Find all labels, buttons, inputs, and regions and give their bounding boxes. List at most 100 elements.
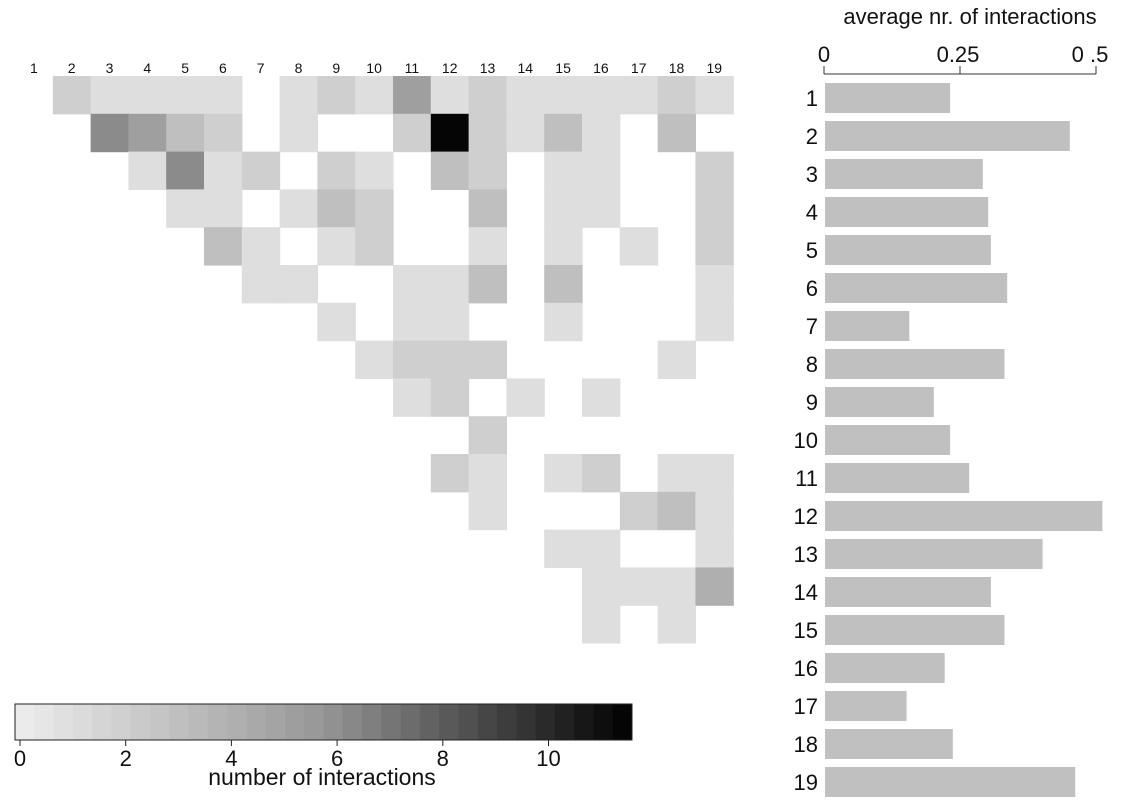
colorbar-ticks: 0 2 4 6 8 10 bbox=[14, 740, 561, 771]
heatmap-cell-5-10 bbox=[355, 227, 394, 266]
colorbar-step bbox=[72, 704, 93, 740]
heatmap-x-tick-18: 18 bbox=[669, 60, 685, 76]
bar-12 bbox=[825, 501, 1103, 531]
heatmap-cell-1-14 bbox=[506, 76, 545, 115]
heatmap-cell-7-9 bbox=[317, 302, 356, 342]
heatmap-cell-8-13 bbox=[468, 340, 507, 379]
colorbar: 0 2 4 6 8 10 number of interactions bbox=[14, 703, 633, 790]
colorbar-step bbox=[304, 704, 324, 740]
colorbar-step bbox=[477, 704, 498, 740]
heatmap-cell-13-16 bbox=[582, 529, 621, 568]
heatmap-cell-9-12 bbox=[430, 378, 470, 417]
heatmap-cell-14-18 bbox=[657, 567, 696, 606]
colorbar-step bbox=[207, 704, 228, 740]
heatmap-cell-3-19 bbox=[695, 151, 734, 190]
heatmap-cell-7-12 bbox=[430, 302, 470, 342]
heatmap-cell-4-19 bbox=[695, 189, 734, 228]
colorbar-tick-label: 10 bbox=[536, 746, 560, 771]
colorbar-step bbox=[169, 704, 190, 740]
heatmap-cell-13-19 bbox=[695, 529, 734, 568]
colorbar-step bbox=[554, 704, 575, 740]
bar-category-label-3: 3 bbox=[806, 162, 818, 187]
bar-15 bbox=[825, 615, 1005, 645]
heatmap-cell-12-17 bbox=[619, 491, 659, 531]
bar-1 bbox=[825, 83, 951, 113]
heatmap-cell-15-16 bbox=[582, 605, 621, 644]
heatmap-cell-6-11 bbox=[393, 265, 432, 304]
heatmap-x-tick-6: 6 bbox=[219, 60, 227, 76]
heatmap-cell-1-19 bbox=[695, 76, 734, 115]
colorbar-step bbox=[458, 704, 479, 740]
heatmap-cell-5-17 bbox=[619, 227, 659, 266]
heatmap-cell-10-13 bbox=[468, 416, 507, 455]
colorbar-tick-label: 0 bbox=[14, 746, 26, 771]
heatmap-x-tick-1: 1 bbox=[30, 60, 38, 76]
bar-category-label-18: 18 bbox=[794, 732, 818, 757]
bar-6 bbox=[825, 273, 1008, 303]
colorbar-step bbox=[111, 704, 132, 740]
colorbar-step bbox=[323, 704, 344, 740]
colorbar-label: number of interactions bbox=[208, 764, 436, 790]
colorbar-step bbox=[516, 704, 537, 740]
heatmap-cell-11-19 bbox=[695, 454, 734, 493]
heatmap-cell-1-17 bbox=[619, 76, 659, 115]
heatmap-cell-3-10 bbox=[355, 151, 394, 190]
heatmap-cell-8-18 bbox=[657, 340, 696, 379]
colorbar-step bbox=[265, 704, 286, 740]
heatmap-cell-11-16 bbox=[582, 454, 621, 493]
colorbar-step bbox=[188, 704, 209, 740]
bar-chart-tick-label: 0 .5 bbox=[1072, 42, 1109, 67]
bar-14 bbox=[825, 577, 991, 607]
bar-5 bbox=[825, 235, 991, 265]
heatmap-cell-6-15 bbox=[544, 265, 583, 304]
colorbar-step bbox=[92, 704, 112, 740]
heatmap-cell-4-8 bbox=[279, 189, 318, 228]
heatmap-cell-2-16 bbox=[582, 113, 621, 153]
heatmap-cell-1-10 bbox=[355, 76, 394, 115]
heatmap-cell-1-15 bbox=[544, 76, 583, 115]
heatmap-cell-5-9 bbox=[317, 227, 356, 266]
heatmap-cell-6-13 bbox=[468, 265, 507, 304]
heatmap-cell-3-7 bbox=[241, 151, 281, 190]
colorbar-step bbox=[439, 704, 459, 740]
heatmap-cell-14-19 bbox=[695, 567, 734, 606]
heatmap-cell-2-5 bbox=[166, 113, 205, 153]
heatmap-cell-6-12 bbox=[430, 265, 470, 304]
heatmap-cell-4-5 bbox=[166, 189, 205, 228]
heatmap-x-tick-12: 12 bbox=[442, 60, 458, 76]
colorbar-step bbox=[227, 704, 247, 740]
heatmap-x-tick-3: 3 bbox=[106, 60, 114, 76]
heatmap-cell-6-19 bbox=[695, 265, 734, 304]
bar-category-label-16: 16 bbox=[794, 656, 818, 681]
bar-category-label-4: 4 bbox=[806, 200, 818, 225]
heatmap-cell-2-8 bbox=[279, 113, 318, 153]
heatmap-cell-12-13 bbox=[468, 491, 507, 531]
bar-category-label-15: 15 bbox=[794, 618, 818, 643]
heatmap-cell-3-9 bbox=[317, 151, 356, 190]
heatmap-cell-14-17 bbox=[619, 567, 659, 606]
colorbar-step bbox=[593, 704, 614, 740]
heatmap-cell-1-9 bbox=[317, 76, 356, 115]
bar-chart: average nr. of interactions 0 0.25 0 .5 12… bbox=[794, 4, 1108, 797]
heatmap-x-tick-19: 19 bbox=[707, 60, 723, 76]
heatmap-cell-11-12 bbox=[430, 454, 470, 493]
bar-11 bbox=[825, 463, 970, 493]
heatmap-cell-8-12 bbox=[430, 340, 470, 379]
heatmap-x-tick-7: 7 bbox=[257, 60, 265, 76]
bar-7 bbox=[825, 311, 910, 341]
bar-8 bbox=[825, 349, 1005, 379]
bar-category-label-6: 6 bbox=[806, 276, 818, 301]
colorbar-step bbox=[15, 704, 35, 740]
heatmap-cell-5-13 bbox=[468, 227, 507, 266]
heatmap-cell-8-10 bbox=[355, 340, 394, 379]
heatmap-cell-2-13 bbox=[468, 113, 507, 153]
colorbar-step bbox=[342, 704, 363, 740]
heatmap-cell-9-11 bbox=[393, 378, 432, 417]
colorbar-step bbox=[381, 704, 402, 740]
heatmap-cell-7-15 bbox=[544, 302, 583, 342]
heatmap-x-tick-17: 17 bbox=[631, 60, 647, 76]
heatmap-cell-7-19 bbox=[695, 302, 734, 342]
heatmap-x-tick-2: 2 bbox=[68, 60, 76, 76]
bar-chart-ticks: 0 0.25 0 .5 bbox=[818, 42, 1108, 74]
